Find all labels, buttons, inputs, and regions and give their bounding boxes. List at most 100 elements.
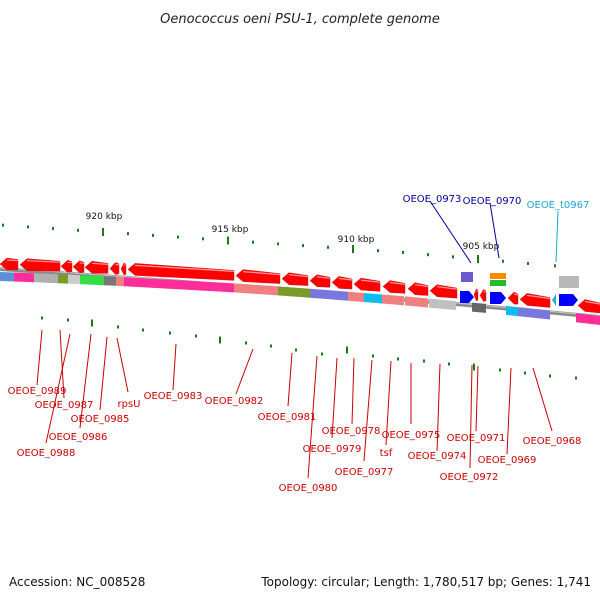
cog-band-segment (348, 291, 364, 302)
gene-arrow (120, 262, 127, 276)
gene-label: OEOE_0972 (440, 472, 499, 483)
gene-label: OEOE_0977 (335, 467, 394, 478)
cog-band-segment (80, 275, 104, 286)
feature-box (461, 272, 473, 282)
gene-label: OEOE_0968 (523, 436, 582, 447)
gene-arrow (19, 258, 61, 272)
gene-label: OEOE_0970 (463, 196, 522, 207)
gene-label: OEOE_0971 (447, 433, 506, 444)
label-leader-line (172, 343, 177, 391)
gene-arrow (429, 284, 458, 299)
gene-label: OEOE_0975 (382, 430, 441, 441)
gene-label: OEOE_t0967 (527, 200, 590, 211)
cog-band-segment (104, 276, 116, 286)
gene-arrow (109, 262, 120, 275)
gene-label: OEOE_0969 (478, 455, 537, 466)
cog-band-segment (382, 294, 404, 306)
feature-box (559, 276, 579, 288)
feature-box (490, 280, 506, 286)
gene-arrow (72, 260, 85, 274)
topology-text: Topology: circular; Length: 1,780,517 bp… (261, 575, 591, 589)
gene-label: OEOE_0982 (205, 396, 264, 407)
cog-band-segment (124, 277, 234, 293)
cog-band-segment (429, 298, 456, 311)
label-leader-line (116, 337, 129, 393)
gene-arrow-shine (338, 277, 353, 281)
cog-band-segment (278, 286, 310, 298)
rna-arrow (460, 291, 474, 303)
label-leader-line (475, 365, 479, 432)
scale-label: 910 kbp (338, 235, 375, 245)
gene-arrow-shine (316, 276, 331, 279)
gene-label: OEOE_0989 (8, 386, 67, 397)
gene-arrow (60, 260, 73, 273)
label-leader-line (469, 364, 473, 469)
gene-arrow-shine (414, 284, 429, 288)
feature-box (490, 273, 506, 279)
gene-arrow-shine (91, 262, 109, 265)
gene-label: OEOE_0986 (49, 432, 108, 443)
label-leader-line (79, 333, 92, 429)
gene-arrow (473, 288, 479, 302)
gene-arrow (507, 291, 519, 305)
cog-band-segment (14, 272, 34, 283)
gene-label: OEOE_0974 (408, 451, 467, 462)
gene-arrow-shine (26, 260, 61, 263)
cog-band-segment (518, 307, 550, 320)
gene-arrow (353, 277, 381, 292)
gene-arrow-shine (526, 294, 551, 300)
gene-label: OEOE_0981 (258, 412, 317, 423)
gene-arrow (281, 272, 309, 286)
label-leader-line (363, 359, 373, 462)
cog-band-segment (68, 274, 80, 285)
gene-arrow (519, 293, 551, 308)
cog-band-segment (58, 274, 68, 284)
label-leader-line (45, 333, 71, 444)
gene-label: OEOE_0979 (303, 444, 362, 455)
rna-arrow (490, 292, 506, 304)
cog-band-segment (405, 296, 428, 308)
label-leader-line (331, 357, 338, 439)
scale-label: 915 kbp (212, 225, 249, 235)
cog-band-segment (576, 313, 600, 325)
gene-arrow-shine (389, 281, 406, 285)
gene-arrow-shine (288, 274, 309, 278)
scale-label: 920 kbp (86, 212, 123, 222)
cog-band-segment (472, 302, 486, 313)
cog-band-segment (364, 293, 382, 304)
label-leader-line (235, 348, 254, 395)
label-leader-line (36, 329, 43, 386)
gene-label: OEOE_0980 (279, 483, 338, 494)
gene-arrow-shine (584, 300, 600, 305)
cog-band-segment (0, 272, 14, 282)
trna-arrow (552, 294, 556, 306)
label-leader-line (351, 357, 355, 425)
gene-arrow (479, 289, 487, 302)
cog-band-segment (116, 276, 124, 287)
gene-label: OEOE_0987 (35, 400, 94, 411)
gene-arrow-shine (483, 290, 487, 293)
label-leader-line (59, 329, 65, 399)
gene-arrow (577, 299, 600, 314)
scale-label: 905 kbp (463, 242, 500, 252)
label-leader-line (555, 210, 559, 263)
gene-arrow-shine (242, 271, 281, 276)
gene-labels: OEOE_0989 OEOE_0987 OEOE_0988 OEOE_0986 OEOE… (8, 194, 590, 494)
label-leader-line (385, 360, 392, 446)
label-leader-line (99, 336, 108, 411)
map-title: Oenococcus oeni PSU-1, complete genome (160, 12, 440, 27)
gene-label: OEOE_0973 (403, 194, 462, 205)
cog-band-segment (506, 305, 518, 317)
label-leader-line (436, 363, 441, 452)
gene-label: OEOE_0983 (144, 391, 203, 402)
gene-arrow-shine (436, 286, 458, 290)
label-leader-line (429, 200, 472, 264)
scale-ticks: 920 kbp 915 kbp 910 kbp 905 kbp (2, 212, 577, 380)
cog-band-segment (234, 283, 278, 296)
gene-arrow-shine (79, 262, 85, 264)
gene-label: tsf (380, 448, 393, 459)
gene-label: OEOE_0988 (17, 448, 76, 459)
cog-band-segment (330, 290, 348, 301)
gene-label: rpsU (118, 399, 141, 410)
